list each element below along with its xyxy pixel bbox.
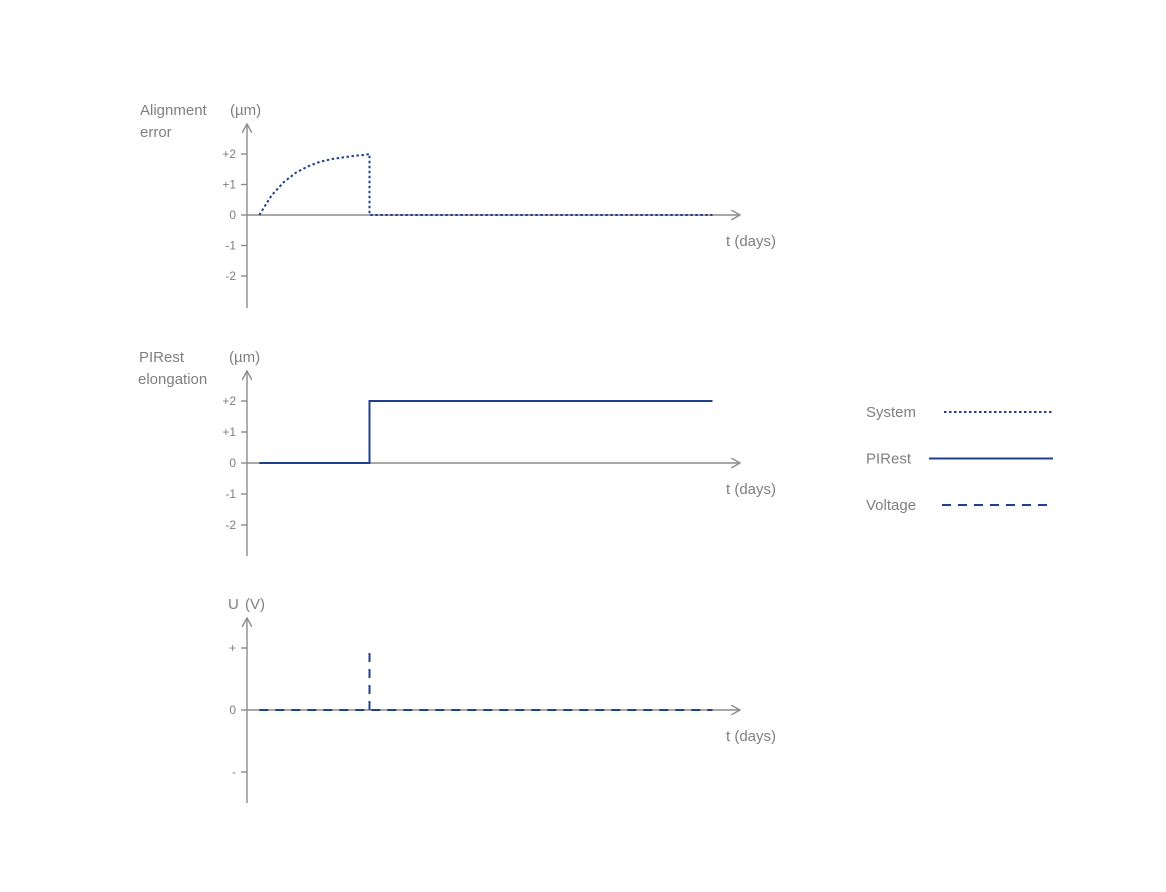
series-line-system bbox=[258, 152, 713, 216]
y-tick-label: 0 bbox=[229, 456, 236, 470]
legend-label: PIRest bbox=[866, 451, 912, 468]
panel-2: +2 +1 0 -1 -2 PIRest elongation (µm) t (days) bbox=[138, 349, 776, 556]
legend-label: System bbox=[866, 404, 916, 421]
y-tick-label: + bbox=[229, 641, 236, 655]
y-tick-label: +1 bbox=[222, 178, 236, 192]
y-tick-label: - bbox=[232, 765, 236, 779]
y-tick-label: 0 bbox=[229, 208, 236, 222]
y-tick-label: +2 bbox=[222, 147, 236, 161]
series-line-pirest bbox=[259, 400, 713, 464]
y-axis-label: Alignment bbox=[140, 102, 208, 119]
x-axis-label: t (days) bbox=[726, 728, 776, 745]
y-tick-label: -1 bbox=[225, 239, 236, 253]
y-axis-unit: (µm) bbox=[230, 102, 261, 119]
y-axis-label: U bbox=[228, 596, 239, 613]
y-tick-label: -2 bbox=[225, 269, 236, 283]
y-axis-unit: (µm) bbox=[229, 349, 260, 366]
y-axis-unit: (V) bbox=[245, 596, 265, 613]
panel-1: +2 +1 0 -1 -2 Alignment error (µm) t (days) bbox=[140, 102, 776, 308]
legend: System PIRest Voltage bbox=[866, 404, 1053, 514]
x-axis-label: t (days) bbox=[726, 233, 776, 250]
y-axis-label: PIRest bbox=[139, 349, 185, 366]
y-axis-label-line2: elongation bbox=[138, 371, 207, 388]
legend-label: Voltage bbox=[866, 497, 916, 514]
y-tick-label: -1 bbox=[225, 487, 236, 501]
y-tick-label: +2 bbox=[222, 394, 236, 408]
y-axis-label-line2: error bbox=[140, 124, 172, 141]
y-tick-label: -2 bbox=[225, 518, 236, 532]
y-tick-label: 0 bbox=[229, 703, 236, 717]
panel-3: +0 - U (V) t (days) bbox=[228, 596, 776, 803]
x-axis-label: t (days) bbox=[726, 481, 776, 498]
y-tick-label: +1 bbox=[222, 425, 236, 439]
